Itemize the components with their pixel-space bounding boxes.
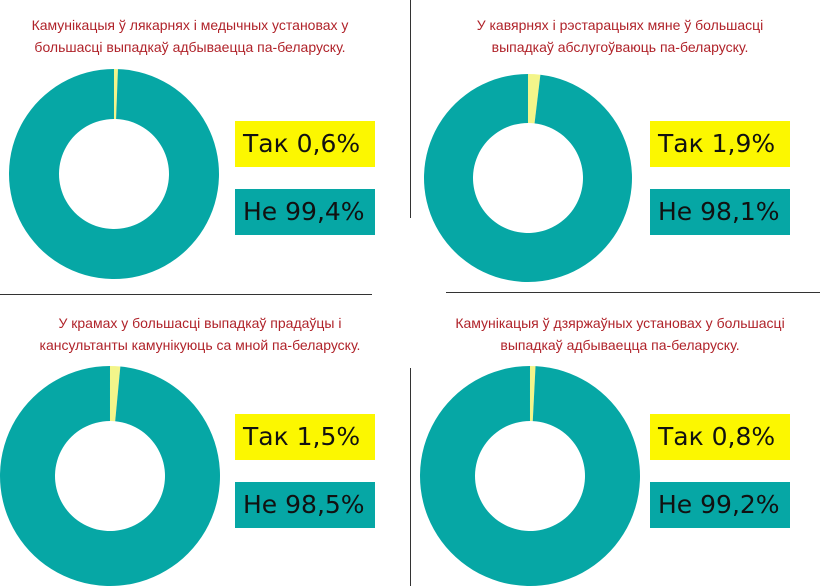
legend-yes: Так 1,5% bbox=[235, 414, 375, 460]
vertical-divider-top bbox=[410, 0, 411, 218]
legend-yes-label: Так 1,5% bbox=[243, 422, 361, 451]
legend-no-label: Не 99,2% bbox=[658, 490, 780, 519]
title-line: У кавярнях і рэстарацыях мяне ў большасц… bbox=[476, 17, 764, 33]
legend-no: Не 99,4% bbox=[235, 189, 375, 235]
donut-chart bbox=[420, 366, 640, 586]
slice-yes bbox=[528, 74, 541, 124]
legend-no-label: Не 98,5% bbox=[243, 490, 365, 519]
horizontal-divider-left bbox=[0, 294, 372, 295]
horizontal-divider-right bbox=[446, 292, 820, 293]
slice-no bbox=[8, 69, 219, 279]
donut-chart bbox=[0, 366, 220, 586]
slice-no bbox=[0, 366, 220, 586]
slice-no bbox=[424, 74, 632, 282]
slice-no bbox=[420, 366, 640, 586]
title-line: У крамах у большасці выпадкаў прадаўцы і bbox=[58, 315, 342, 331]
legend-yes-label: Так 0,8% bbox=[658, 422, 776, 451]
legend-yes: Так 0,6% bbox=[235, 121, 375, 167]
legend-yes-label: Так 1,9% bbox=[658, 129, 776, 158]
title-line: кансультанты камунікуюць са мной па-бела… bbox=[39, 337, 361, 353]
title-line: Камунікацыя ў лякарнях і медычных устано… bbox=[31, 17, 349, 33]
legend-yes-label: Так 0,6% bbox=[243, 129, 361, 158]
donut-chart bbox=[8, 69, 219, 279]
title-line: выпадкаў адбываецца па-беларуску. bbox=[500, 337, 740, 353]
legend-yes: Так 0,8% bbox=[650, 414, 790, 460]
title-line: большасці выпадкаў адбываецца па-беларус… bbox=[34, 39, 346, 55]
slice-yes bbox=[110, 366, 121, 422]
title-line: выпадкаў абслугоўваюць па-беларуску. bbox=[491, 39, 749, 55]
vertical-divider-bottom bbox=[410, 368, 411, 586]
donut-chart bbox=[424, 74, 632, 282]
legend-no: Не 99,2% bbox=[650, 482, 790, 528]
legend-yes: Так 1,9% bbox=[650, 121, 790, 167]
slice-yes bbox=[114, 69, 118, 120]
legend-no-label: Не 98,1% bbox=[658, 197, 780, 226]
legend-no-label: Не 99,4% bbox=[243, 197, 365, 226]
chart-title: Камунікацыя ў лякарнях і медычных устано… bbox=[0, 14, 380, 58]
chart-title: У крамах у большасці выпадкаў прадаўцы і… bbox=[0, 312, 400, 356]
title-line: Камунікацыя ў дзяржаўных установах у бол… bbox=[455, 315, 785, 331]
slice-yes bbox=[530, 366, 536, 422]
chart-title: Камунікацыя ў дзяржаўных установах у бол… bbox=[420, 312, 820, 356]
legend-no: Не 98,1% bbox=[650, 189, 790, 235]
chart-title: У кавярнях і рэстарацыях мяне ў большасц… bbox=[420, 14, 820, 58]
legend-no: Не 98,5% bbox=[235, 482, 375, 528]
